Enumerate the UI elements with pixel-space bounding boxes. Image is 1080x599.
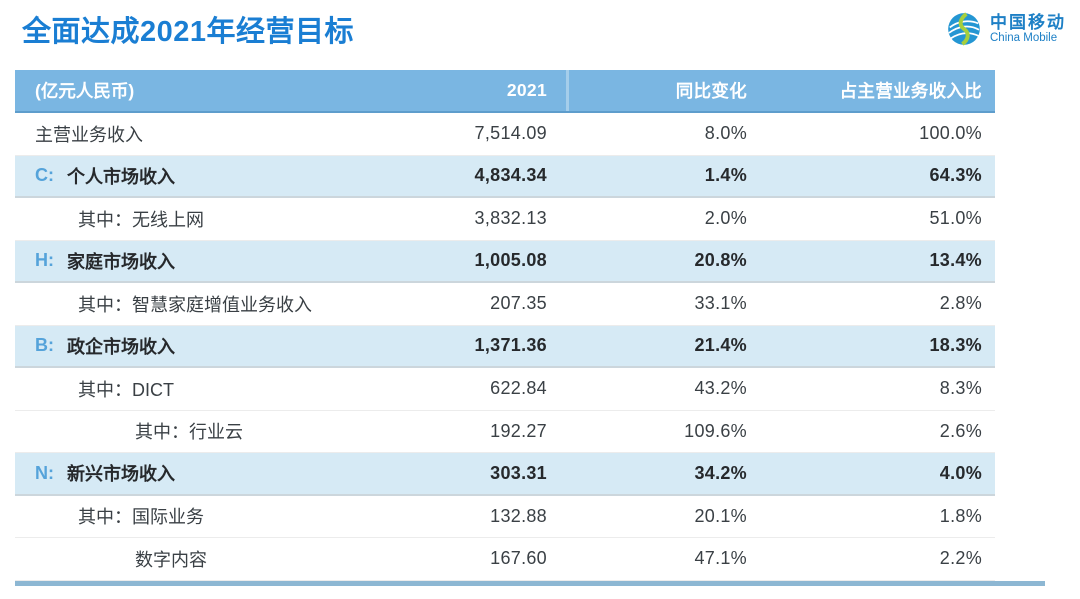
table-header-row: (亿元人民币) 2021 同比变化 占主营业务收入比 [15,70,995,113]
row-prefix: N: [35,462,54,483]
row-value-2021: 167.60 [490,548,547,569]
column-header-2021: 2021 [506,80,547,100]
row-label-cell: 其中：无线上网 [15,206,317,232]
row-label: 家庭市场收入 [67,251,175,272]
row-value-2021: 3,832.13 [474,208,547,229]
row-label: 新兴市场收入 [67,464,175,485]
row-label: 政企市场收入 [67,336,175,357]
row-value-2021: 192.27 [490,420,547,441]
row-label-cell: 其中：行业云 [15,418,317,444]
row-value-share: 51.0% [929,208,982,229]
logo-name-en: China Mobile [990,32,1058,45]
row-value-2021: 1,005.08 [474,250,547,271]
row-value-share: 2.8% [939,293,982,314]
row-value-share: 2.6% [939,420,982,441]
row-value-share: 18.3% [929,335,982,356]
row-value-yoy: 1.4% [704,165,747,186]
row-label: 其中：无线上网 [78,209,204,230]
row-label-cell: C: 个人市场收入 [15,163,317,189]
table-row: B: 政企市场收入 1,371.36 21.4% 18.3% [15,325,995,368]
row-value-2021: 7,514.09 [474,123,547,144]
row-value-2021: 207.35 [490,293,547,314]
row-value-2021: 303.31 [490,462,547,483]
row-label: 其中：国际业务 [78,507,204,528]
row-value-share: 1.8% [939,505,982,526]
row-label-cell: 其中：智慧家庭增值业务收入 [15,291,317,317]
bottom-accent-bar [15,581,1045,586]
row-value-yoy: 21.4% [694,335,747,356]
row-value-share: 100.0% [919,123,982,144]
row-value-share: 4.0% [939,462,982,483]
column-header-yoy: 同比变化 [675,81,747,101]
row-value-yoy: 20.1% [694,505,747,526]
row-value-2021: 132.88 [490,505,547,526]
table-row: 数字内容 167.60 47.1% 2.2% [15,538,995,581]
table-row: H: 家庭市场收入 1,005.08 20.8% 13.4% [15,240,995,283]
row-prefix: B: [35,335,54,356]
column-header-unit: (亿元人民币) [35,81,135,101]
row-value-yoy: 20.8% [694,250,747,271]
row-label: 其中：智慧家庭增值业务收入 [78,294,312,315]
row-label-cell: H: 家庭市场收入 [15,248,317,274]
row-label-cell: N: 新兴市场收入 [15,460,317,486]
table-row: 其中：国际业务 132.88 20.1% 1.8% [15,495,995,538]
row-value-yoy: 34.2% [694,462,747,483]
row-label-cell: 其中：DICT [15,376,317,402]
logo-text: 中国移动 China Mobile [990,13,1066,46]
row-value-share: 2.2% [939,548,982,569]
row-value-yoy: 8.0% [704,123,747,144]
row-label-cell: 其中：国际业务 [15,503,317,529]
row-value-yoy: 47.1% [694,548,747,569]
row-label: 主营业务收入 [35,124,143,145]
column-header-share: 占主营业务收入比 [839,81,982,101]
table-row: 其中：无线上网 3,832.13 2.0% 51.0% [15,198,995,241]
revenue-table: (亿元人民币) 2021 同比变化 占主营业务收入比 主营业务收入 7,514.… [15,70,995,581]
row-value-yoy: 109.6% [684,420,747,441]
row-value-2021: 622.84 [490,378,547,399]
table-row: C: 个人市场收入 4,834.34 1.4% 64.3% [15,155,995,198]
row-prefix: C: [35,165,54,186]
row-value-yoy: 33.1% [694,293,747,314]
row-value-share: 8.3% [939,378,982,399]
row-label: 个人市场收入 [67,166,175,187]
table-row: 其中：行业云 192.27 109.6% 2.6% [15,410,995,453]
row-prefix: H: [35,250,54,271]
page-title: 全面达成2021年经营目标 [22,16,355,48]
row-label-cell: 主营业务收入 [15,121,317,147]
table-row: 其中：DICT 622.84 43.2% 8.3% [15,368,995,411]
table-row: N: 新兴市场收入 303.31 34.2% 4.0% [15,453,995,496]
row-value-2021: 1,371.36 [474,335,547,356]
row-label-cell: B: 政企市场收入 [15,333,317,359]
china-mobile-logo-icon [948,12,980,46]
table-row: 主营业务收入 7,514.09 8.0% 100.0% [15,113,995,156]
row-label-cell: 数字内容 [15,546,317,572]
table-row: 其中：智慧家庭增值业务收入 207.35 33.1% 2.8% [15,283,995,326]
row-value-2021: 4,834.34 [474,165,547,186]
row-value-yoy: 43.2% [694,378,747,399]
row-value-share: 64.3% [929,165,982,186]
row-label: 其中：DICT [78,379,174,400]
table-body: 主营业务收入 7,514.09 8.0% 100.0% C: 个人市场收入 4,… [15,113,995,581]
header-column-divider [566,70,569,111]
row-value-share: 13.4% [929,250,982,271]
logo-name-zh: 中国移动 [990,12,1066,32]
china-mobile-logo: 中国移动 China Mobile [945,10,1066,48]
row-label: 数字内容 [135,549,207,570]
row-label: 其中：行业云 [135,422,243,443]
row-value-yoy: 2.0% [704,208,747,229]
